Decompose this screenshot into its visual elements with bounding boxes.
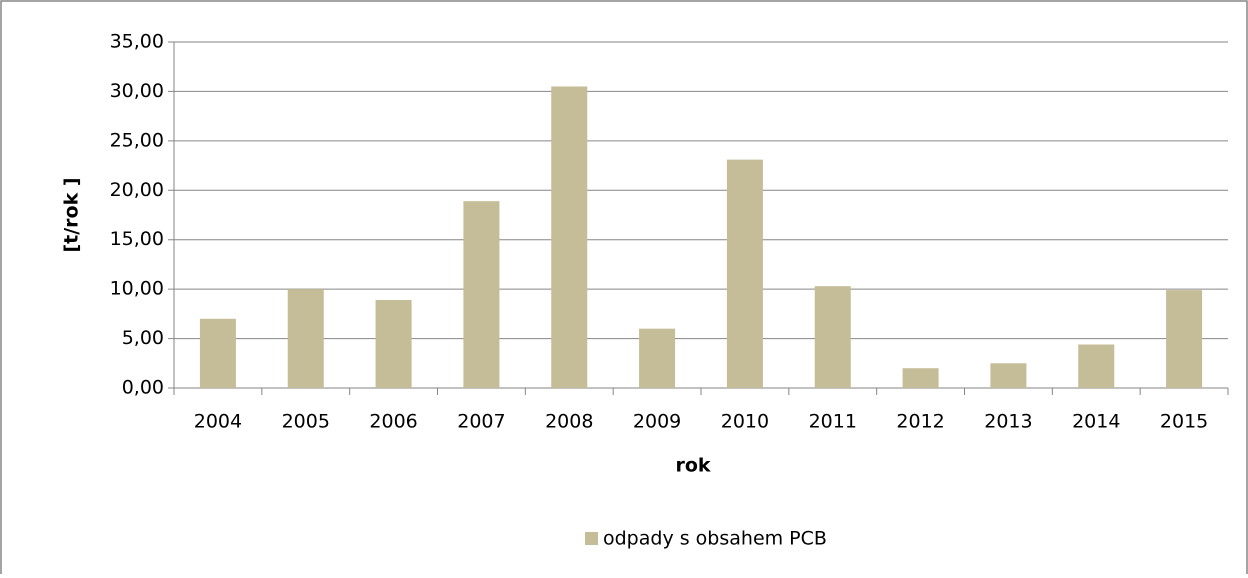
y-tick-label: 10,00 xyxy=(110,278,164,300)
x-tick-label: 2007 xyxy=(457,411,505,433)
x-tick-label: 2008 xyxy=(545,411,593,433)
bar xyxy=(463,201,500,388)
x-tick-label: 2005 xyxy=(282,411,330,433)
y-tick-label: 20,00 xyxy=(110,179,164,201)
x-tick-label: 2010 xyxy=(721,411,769,433)
bar xyxy=(375,300,412,388)
bar xyxy=(1078,344,1115,388)
x-tick-label: 2011 xyxy=(809,411,857,433)
y-tick-label: 15,00 xyxy=(110,228,164,250)
bar xyxy=(639,328,676,388)
bar xyxy=(287,289,324,388)
y-tick-label: 35,00 xyxy=(110,31,164,53)
y-axis-label: [t/rok ] xyxy=(61,177,83,252)
y-tick-label: 25,00 xyxy=(110,129,164,151)
bar xyxy=(902,368,939,388)
y-tick-label: 5,00 xyxy=(122,327,164,349)
legend-label: odpady s obsahem PCB xyxy=(603,528,827,550)
bar xyxy=(551,86,588,388)
x-tick-label: 2015 xyxy=(1160,411,1208,433)
bar xyxy=(726,159,763,388)
bar xyxy=(814,286,851,388)
x-tick-label: 2004 xyxy=(194,411,242,433)
x-axis-label: rok xyxy=(675,455,710,477)
bar xyxy=(199,318,236,388)
legend-swatch xyxy=(585,532,598,545)
y-tick-label: 30,00 xyxy=(110,80,164,102)
x-tick-label: 2014 xyxy=(1072,411,1120,433)
x-tick-label: 2012 xyxy=(896,411,944,433)
x-tick-label: 2013 xyxy=(984,411,1032,433)
x-tick-label: 2006 xyxy=(369,411,417,433)
x-tick-label: 2009 xyxy=(633,411,681,433)
y-tick-label: 0,00 xyxy=(122,377,164,399)
bar xyxy=(1166,290,1203,388)
bar xyxy=(990,363,1027,388)
